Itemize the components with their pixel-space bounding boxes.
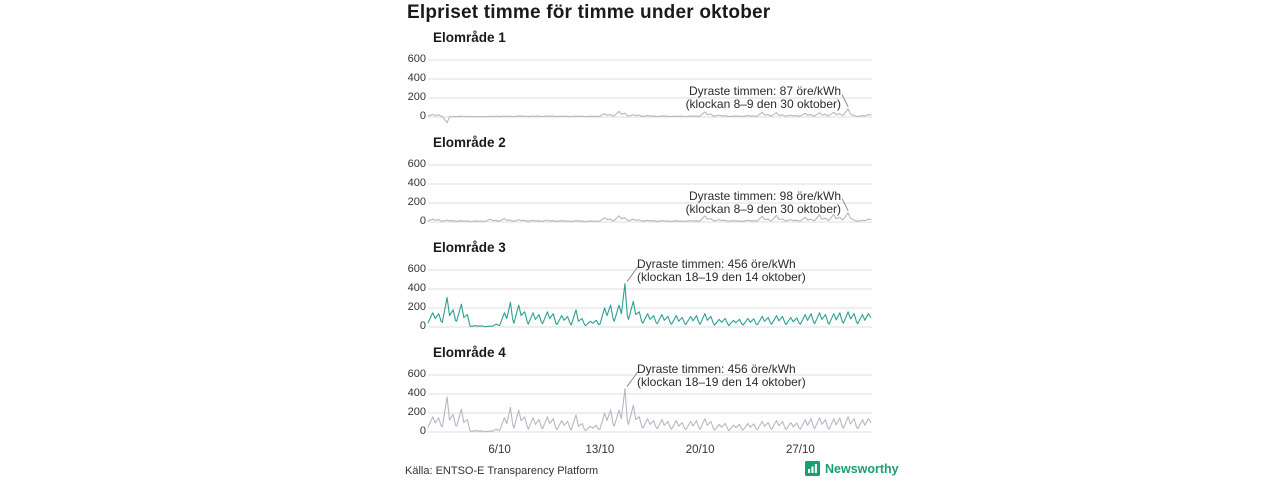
annotation-elomrade-4: Dyraste timmen: 456 öre/kWh (klockan 18–… [637, 363, 806, 388]
source-credit: Källa: ENTSO-E Transparency Platform [405, 465, 599, 477]
annotation-line1: Dyraste timmen: 456 öre/kWh [637, 257, 796, 271]
annotation-elomrade-2: Dyraste timmen: 98 öre/kWh (klockan 8–9 … [686, 190, 841, 215]
y-tick-label: 600 [407, 158, 426, 170]
annotation-elomrade-1: Dyraste timmen: 87 öre/kWh (klockan 8–9 … [686, 85, 841, 110]
y-tick-label: 0 [419, 215, 426, 227]
y-tick-label: 0 [419, 320, 426, 332]
y-tick-label: 200 [407, 196, 426, 208]
line-chart-elomrade-1 [427, 59, 872, 124]
panel-title-elomrade-4: Elområde 4 [433, 345, 506, 360]
y-tick-label: 400 [407, 72, 426, 84]
annotation-line2: (klockan 8–9 den 30 oktober) [685, 96, 841, 111]
y-tick-label: 0 [419, 425, 426, 437]
annotation-line1: Dyraste timmen: 87 öre/kWh [688, 84, 841, 98]
y-tick-label: 400 [407, 387, 426, 399]
newsworthy-logo-link[interactable]: Newsworthy [805, 461, 899, 476]
annotation-elomrade-3: Dyraste timmen: 456 öre/kWh (klockan 18–… [637, 258, 806, 283]
annotation-line1: Dyraste timmen: 98 öre/kWh [688, 189, 841, 203]
annotation-line2: (klockan 18–19 den 14 oktober) [637, 374, 806, 389]
y-tick-label: 200 [407, 301, 426, 313]
x-tick-label: 6/10 [488, 444, 511, 456]
panel-title-elomrade-1: Elområde 1 [433, 30, 506, 45]
y-tick-label: 600 [407, 53, 426, 65]
x-tick-label: 27/10 [785, 444, 815, 456]
line-chart-elomrade-3 [427, 266, 872, 328]
y-tick-label: 600 [407, 368, 426, 380]
x-tick-label: 13/10 [585, 444, 615, 456]
y-tick-label: 400 [407, 282, 426, 294]
y-tick-label: 200 [407, 406, 426, 418]
y-tick-label: 0 [419, 110, 426, 122]
y-tick-label: 200 [407, 91, 426, 103]
newsworthy-bar-chart-icon [805, 461, 820, 476]
annotation-line1: Dyraste timmen: 456 öre/kWh [637, 362, 796, 376]
annotation-line2: (klockan 18–19 den 14 oktober) [637, 269, 806, 284]
panel-title-elomrade-2: Elområde 2 [433, 135, 506, 150]
annotation-line2: (klockan 8–9 den 30 oktober) [685, 201, 841, 216]
panel-title-elomrade-3: Elområde 3 [433, 240, 506, 255]
newsworthy-wordmark: Newsworthy [825, 461, 899, 476]
line-chart-elomrade-4 [427, 371, 872, 433]
x-tick-label: 20/10 [685, 444, 715, 456]
page-title: Elpriset timme för timme under oktober [407, 2, 771, 23]
y-tick-label: 600 [407, 263, 426, 275]
y-tick-label: 400 [407, 177, 426, 189]
line-chart-elomrade-2 [427, 164, 872, 223]
